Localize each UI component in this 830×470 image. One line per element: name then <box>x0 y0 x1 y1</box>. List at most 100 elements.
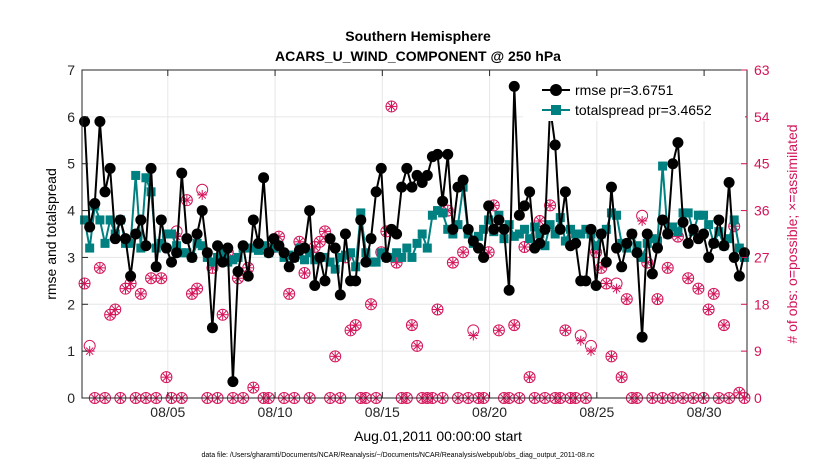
obs-assimilated-marker <box>386 101 397 112</box>
spread-marker <box>535 229 545 239</box>
spread-marker <box>693 210 703 220</box>
rmse-marker <box>621 237 633 249</box>
spread-marker <box>233 252 243 262</box>
rmse-marker <box>421 169 433 181</box>
rmse-marker <box>217 256 229 268</box>
obs-assimilated-marker <box>718 320 729 331</box>
ticks: 08/05 08/10 08/15 08/20 08/25 08/300123456709… <box>67 62 770 420</box>
spread-marker <box>647 234 657 244</box>
obs-assimilated-marker <box>156 273 167 284</box>
rmse-marker <box>667 158 679 170</box>
spread-marker <box>576 229 586 239</box>
rmse-marker <box>631 247 643 259</box>
spread-marker <box>530 222 540 232</box>
rmse-marker <box>687 223 699 235</box>
rmse-line <box>83 86 746 382</box>
y-tick-label: 1 <box>67 343 75 359</box>
rmse-marker <box>130 228 142 240</box>
rmse-marker <box>616 261 628 273</box>
spread-marker <box>300 255 310 265</box>
spread-marker <box>683 208 693 218</box>
footnote: data file: /Users/gharamti/Documents/NCA… <box>201 452 595 459</box>
obs-assimilated-marker <box>192 283 203 294</box>
rmse-marker <box>723 176 735 188</box>
spread-marker <box>479 224 489 234</box>
rmse-marker <box>462 223 474 235</box>
spread-marker <box>335 252 345 262</box>
spread-marker <box>545 220 555 230</box>
spread-marker <box>284 250 294 260</box>
obs-possible-marker <box>692 282 705 295</box>
spread-marker <box>161 229 171 239</box>
obs-possible-marker <box>313 235 326 248</box>
spread-marker <box>182 248 192 258</box>
obs-assimilated-marker <box>299 268 310 279</box>
rmse-marker <box>135 214 147 226</box>
obs-possible-marker <box>523 371 536 384</box>
y2-tick-label: 45 <box>754 156 770 172</box>
obs-assimilated-marker <box>519 242 530 253</box>
rmse-marker <box>626 228 638 240</box>
spread-marker <box>105 215 115 225</box>
y2-tick-label: 63 <box>754 62 770 78</box>
rmse-marker <box>605 181 617 193</box>
spread-marker <box>95 215 105 225</box>
rmse-marker <box>380 251 392 263</box>
rmse-marker <box>590 280 602 292</box>
spread-marker <box>371 257 381 267</box>
rmse-marker <box>125 270 137 282</box>
y-tick-label: 0 <box>67 390 75 406</box>
rmse-marker <box>314 251 326 263</box>
obs-assimilated-marker <box>637 215 648 226</box>
obs-assimilated-marker <box>524 372 535 383</box>
obs-assimilated-marker <box>350 320 361 331</box>
obs-possible-marker <box>641 256 654 269</box>
obs-assimilated-marker <box>585 346 596 357</box>
spread-marker <box>253 245 263 255</box>
spread-marker <box>504 220 514 230</box>
obs-possible-marker <box>134 287 147 300</box>
rmse-marker <box>513 209 525 221</box>
rmse-marker <box>518 200 530 212</box>
rmse-marker <box>160 242 172 254</box>
rmse-marker <box>283 261 295 273</box>
rmse-marker <box>355 214 367 226</box>
obs-possible-marker <box>651 293 664 306</box>
rmse-marker <box>539 223 551 235</box>
obs-assimilated-marker <box>110 304 121 315</box>
rmse-marker <box>432 148 444 160</box>
spread-marker <box>652 236 662 246</box>
rmse-marker <box>396 181 408 193</box>
rmse-marker <box>559 186 571 198</box>
y-tick-label: 3 <box>67 249 75 265</box>
rmse-marker <box>319 275 331 287</box>
spread-marker <box>433 206 443 216</box>
rmse-marker <box>651 242 663 254</box>
obs-possible-marker <box>661 261 674 274</box>
spread-marker <box>243 243 253 253</box>
rmse-marker <box>145 162 157 174</box>
obs-assimilated-marker <box>683 273 694 284</box>
obs-possible-marker <box>717 319 730 332</box>
x-tick-label: 08/05 <box>150 404 185 420</box>
spread-marker <box>612 210 622 220</box>
obs-assimilated-marker <box>493 325 504 336</box>
x-tick-label: 08/20 <box>472 404 507 420</box>
x-tick-label: 08/15 <box>365 404 400 420</box>
obs-possible-marker <box>365 298 378 311</box>
obs-possible-marker <box>707 287 720 300</box>
obs-possible-marker <box>508 319 521 332</box>
spread-marker <box>356 208 366 218</box>
obs-assimilated-marker <box>606 351 617 362</box>
rmse-marker <box>483 200 495 212</box>
spread-marker <box>668 222 678 232</box>
obs-assimilated-marker <box>611 283 622 294</box>
rmse-marker <box>181 233 193 245</box>
spread-marker <box>80 215 90 225</box>
rmse-marker <box>304 205 316 217</box>
spread-marker <box>340 250 350 260</box>
obs-assimilated-marker <box>217 309 228 320</box>
obs-assimilated-marker <box>621 294 632 305</box>
obs-assimilated-marker <box>284 288 295 299</box>
spread-marker <box>412 238 422 248</box>
